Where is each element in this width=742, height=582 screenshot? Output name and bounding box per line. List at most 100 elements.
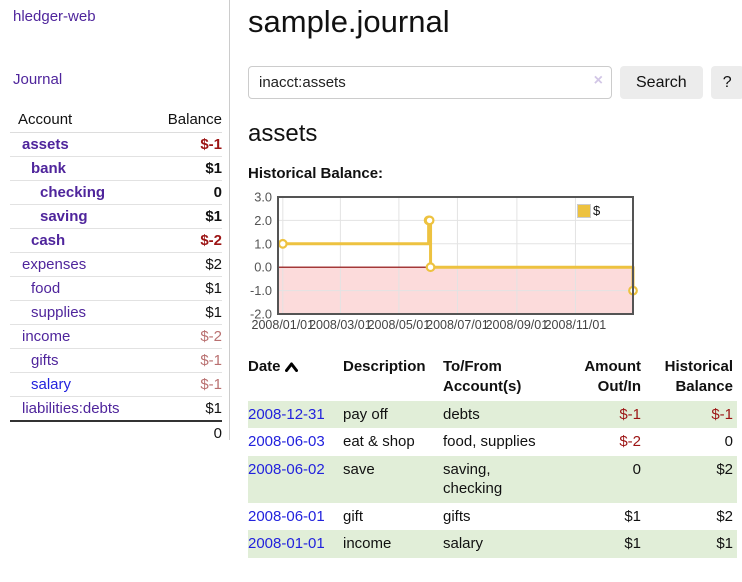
sidebar: hledger-web Journal Account Balance asse… xyxy=(0,0,230,445)
svg-text:0.0: 0.0 xyxy=(254,260,272,275)
table-row: saving $1 xyxy=(10,204,222,229)
svg-text:2008/05/01: 2008/05/01 xyxy=(368,318,431,332)
sort-ascending-icon xyxy=(284,362,298,372)
register-row: 2008-12-31 pay off debts $-1 $-1 xyxy=(248,400,737,428)
balance-value: $1 xyxy=(151,204,222,229)
search-bar: × Search ? xyxy=(248,66,742,99)
total-row: 0 xyxy=(10,420,222,445)
balance-value: $-1 xyxy=(151,132,222,157)
sidebar-item-food[interactable]: food xyxy=(31,280,61,297)
transaction-description: gift xyxy=(343,507,364,525)
balance-value: $-2 xyxy=(151,228,222,253)
accounts-balance-table: Account Balance assets $-1 bank $1 check… xyxy=(10,108,222,445)
balance-value: $1 xyxy=(151,396,222,422)
register-row: 2008-01-01 income salary $1 $1 xyxy=(248,530,737,558)
balance-value: $1 xyxy=(151,156,222,181)
sidebar-item-saving[interactable]: saving xyxy=(40,208,88,225)
description-column-header: Description xyxy=(343,358,426,375)
sidebar-item-journal[interactable]: Journal xyxy=(13,71,63,88)
transaction-date-link[interactable]: 2008-06-01 xyxy=(248,507,325,525)
balance-value: $-1 xyxy=(151,348,222,373)
sidebar-item-salary[interactable]: salary xyxy=(31,376,72,393)
transaction-accounts: gifts xyxy=(443,507,471,525)
svg-text:2008/07/01: 2008/07/01 xyxy=(426,318,489,332)
transaction-amount: $1 xyxy=(624,507,641,525)
transaction-date-link[interactable]: 2008-06-03 xyxy=(248,433,325,450)
svg-text:2008/09/01: 2008/09/01 xyxy=(486,318,549,332)
sidebar-item-liabilities-debts[interactable]: liabilities:debts xyxy=(22,400,120,417)
register-row: 2008-06-02 save saving, checking 0 $2 xyxy=(248,455,737,503)
table-row: cash $-2 xyxy=(10,228,222,253)
search-button[interactable]: Search xyxy=(620,66,703,99)
svg-text:3.0: 3.0 xyxy=(254,191,272,205)
help-button[interactable]: ? xyxy=(710,66,742,99)
balance-value: $1 xyxy=(151,300,222,325)
date-header-label: Date xyxy=(248,358,281,375)
balance-value: $-1 xyxy=(151,372,222,397)
transaction-description: save xyxy=(343,460,375,478)
svg-text:2008/01/01: 2008/01/01 xyxy=(252,318,315,332)
date-column-header[interactable]: Date xyxy=(248,355,343,401)
transaction-balance: $2 xyxy=(716,460,733,478)
balance-value: $-2 xyxy=(151,324,222,349)
sidebar-item-cash[interactable]: cash xyxy=(31,232,66,249)
sidebar-item-income[interactable]: income xyxy=(22,328,71,345)
transaction-description: income xyxy=(343,535,392,552)
account-column-header: Account xyxy=(10,108,152,133)
legend-label: $ xyxy=(593,203,601,218)
transaction-date-link[interactable]: 2008-06-02 xyxy=(248,460,325,478)
sidebar-item-gifts[interactable]: gifts xyxy=(31,352,59,369)
account-title: assets xyxy=(248,120,318,147)
sidebar-item-assets[interactable]: assets xyxy=(22,136,69,153)
chart-legend: $ xyxy=(577,203,600,218)
transaction-balance: $1 xyxy=(716,535,733,552)
transaction-description: eat & shop xyxy=(343,433,415,450)
transaction-amount: $1 xyxy=(624,535,641,552)
sidebar-item-expenses[interactable]: expenses xyxy=(22,256,87,273)
table-row: supplies $1 xyxy=(10,300,222,325)
table-row: salary $-1 xyxy=(10,372,222,397)
app-brand-link[interactable]: hledger-web xyxy=(13,8,96,25)
transaction-accounts: debts xyxy=(443,405,480,423)
main-content: sample.journal × Search ? assets Histori… xyxy=(248,0,742,558)
register-table: Date Description To/From Account(s) Amou… xyxy=(248,355,737,558)
amount-column-header: Amount Out/In xyxy=(584,358,641,396)
accounts-column-header: To/From Account(s) xyxy=(443,358,522,396)
table-row: income $-2 xyxy=(10,324,222,349)
transaction-date-link[interactable]: 2008-12-31 xyxy=(248,405,325,423)
balance-column-header: Historical Balance xyxy=(664,358,733,396)
page-title: sample.journal xyxy=(248,4,450,39)
table-row: expenses $2 xyxy=(10,252,222,277)
balance-value: $2 xyxy=(151,252,222,277)
transaction-date-link[interactable]: 2008-01-01 xyxy=(248,535,325,552)
balance-column-header: Balance xyxy=(151,108,222,133)
chart-title: Historical Balance: xyxy=(248,165,384,182)
svg-text:2008/03/01: 2008/03/01 xyxy=(309,318,372,332)
transaction-accounts: saving, checking xyxy=(443,460,503,498)
transaction-accounts: food, supplies xyxy=(443,433,536,450)
register-row: 2008-06-01 gift gifts $1 $2 xyxy=(248,503,737,531)
table-row: checking 0 xyxy=(10,180,222,205)
svg-text:1.0: 1.0 xyxy=(254,236,272,251)
clear-search-icon[interactable]: × xyxy=(593,72,603,89)
sidebar-item-supplies[interactable]: supplies xyxy=(31,304,87,321)
table-row: gifts $-1 xyxy=(10,348,222,373)
table-row: assets $-1 xyxy=(10,132,222,157)
transaction-amount: 0 xyxy=(632,460,641,478)
balance-value: 0 xyxy=(151,180,222,205)
table-row: bank $1 xyxy=(10,156,222,181)
sidebar-item-checking[interactable]: checking xyxy=(40,184,106,201)
register-row: 2008-06-03 eat & shop food, supplies $-2… xyxy=(248,428,737,456)
transaction-balance: $2 xyxy=(716,507,733,525)
chart-svg: 3.0 2.0 1.0 0.0 -1.0 -2.02008/01/012008/03/01… xyxy=(250,190,638,332)
table-row: food $1 xyxy=(10,276,222,301)
search-input[interactable] xyxy=(248,66,612,99)
svg-text:-2.0: -2.0 xyxy=(250,307,272,322)
svg-text:2008/11/01: 2008/11/01 xyxy=(545,318,607,332)
transaction-description: pay off xyxy=(343,405,388,423)
accounts-table-header: Account Balance xyxy=(10,108,222,133)
sidebar-item-bank[interactable]: bank xyxy=(31,160,67,177)
balance-chart: 3.0 2.0 1.0 0.0 -1.0 -2.0 2008/01/01 2008/03/01… xyxy=(248,190,708,333)
balance-value: $1 xyxy=(151,276,222,301)
register-header-row: Date Description To/From Account(s) Amou… xyxy=(248,355,737,401)
